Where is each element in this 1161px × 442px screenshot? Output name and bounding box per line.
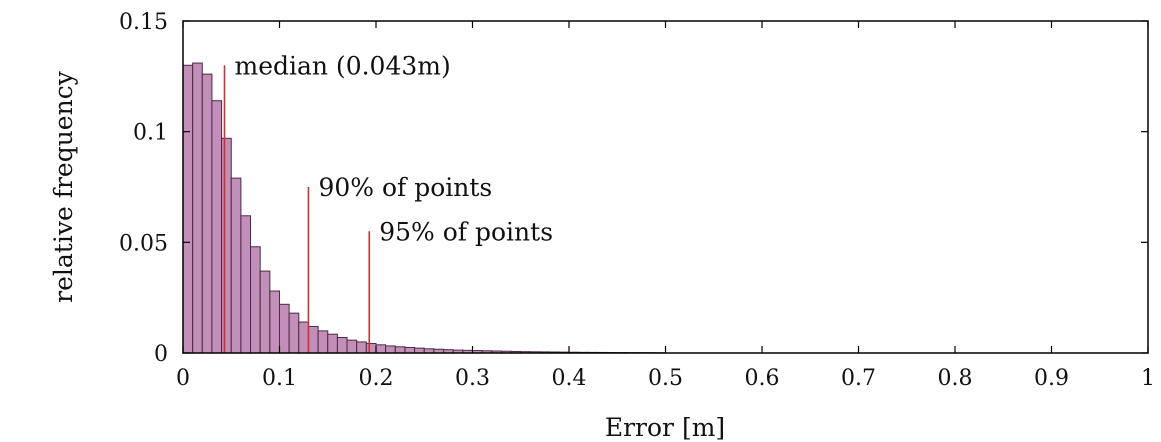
histogram-bar	[259, 270, 271, 354]
y-tick-label: 0.15	[119, 10, 168, 35]
histogram-bar	[327, 333, 338, 354]
histogram-bar	[279, 303, 290, 354]
x-tick-label: 0.3	[455, 366, 490, 391]
histogram-bars	[182, 62, 666, 354]
histogram-bar	[356, 341, 367, 354]
annotation-markers: median (0.043m) 90% of points 95% of point…	[223, 51, 553, 353]
x-tick-label: 1	[1141, 366, 1155, 391]
x-tick-label: 0.7	[841, 366, 876, 391]
x-tick-label: 0.8	[938, 366, 973, 391]
histogram-bar	[221, 137, 232, 354]
histogram-bar	[346, 339, 358, 354]
histogram-bar	[385, 345, 396, 354]
y-axis-ticks: 0 0.05 0.1 0.15	[119, 10, 1148, 367]
x-tick-label: 0.4	[552, 366, 587, 391]
y-tick-label: 0.1	[133, 121, 168, 146]
histogram-bar	[404, 346, 416, 354]
histogram-bar	[375, 344, 387, 354]
x-tick-label: 0.1	[262, 366, 297, 391]
x-tick-label: 0.9	[1034, 366, 1069, 391]
annotation-label: 95% of points	[379, 217, 553, 246]
histogram-bar	[211, 100, 223, 354]
histogram-bar	[230, 177, 242, 354]
histogram-bar	[365, 342, 377, 354]
histogram-bar	[394, 346, 406, 354]
x-tick-label: 0	[176, 366, 190, 391]
histogram-bar	[182, 64, 194, 354]
histogram-bar	[317, 330, 329, 354]
histogram-bar	[288, 312, 300, 354]
histogram-bar	[250, 246, 261, 354]
annotation-label: 90% of points	[318, 173, 492, 202]
y-tick-label: 0.05	[119, 231, 168, 256]
x-tick-label: 0.5	[648, 366, 683, 391]
histogram-bar	[336, 337, 348, 354]
histogram-bar	[307, 325, 319, 354]
y-tick-label: 0	[154, 342, 168, 367]
x-axis-title: Error [m]	[605, 413, 725, 442]
histogram-bar	[298, 321, 309, 354]
histogram-bar	[269, 290, 281, 354]
histogram-bar	[240, 215, 252, 354]
y-axis-title: relative frequency	[49, 70, 78, 303]
histogram-bar	[201, 73, 213, 354]
annotation-label: median (0.043m)	[234, 51, 450, 80]
x-tick-label: 0.2	[359, 366, 394, 391]
histogram-bar	[192, 62, 203, 354]
x-tick-label: 0.6	[745, 366, 780, 391]
x-axis-ticks: 0 0.1 0.2 0.3 0.4 0.5 0.6 0.7 0.8 0.9 1	[176, 21, 1155, 391]
